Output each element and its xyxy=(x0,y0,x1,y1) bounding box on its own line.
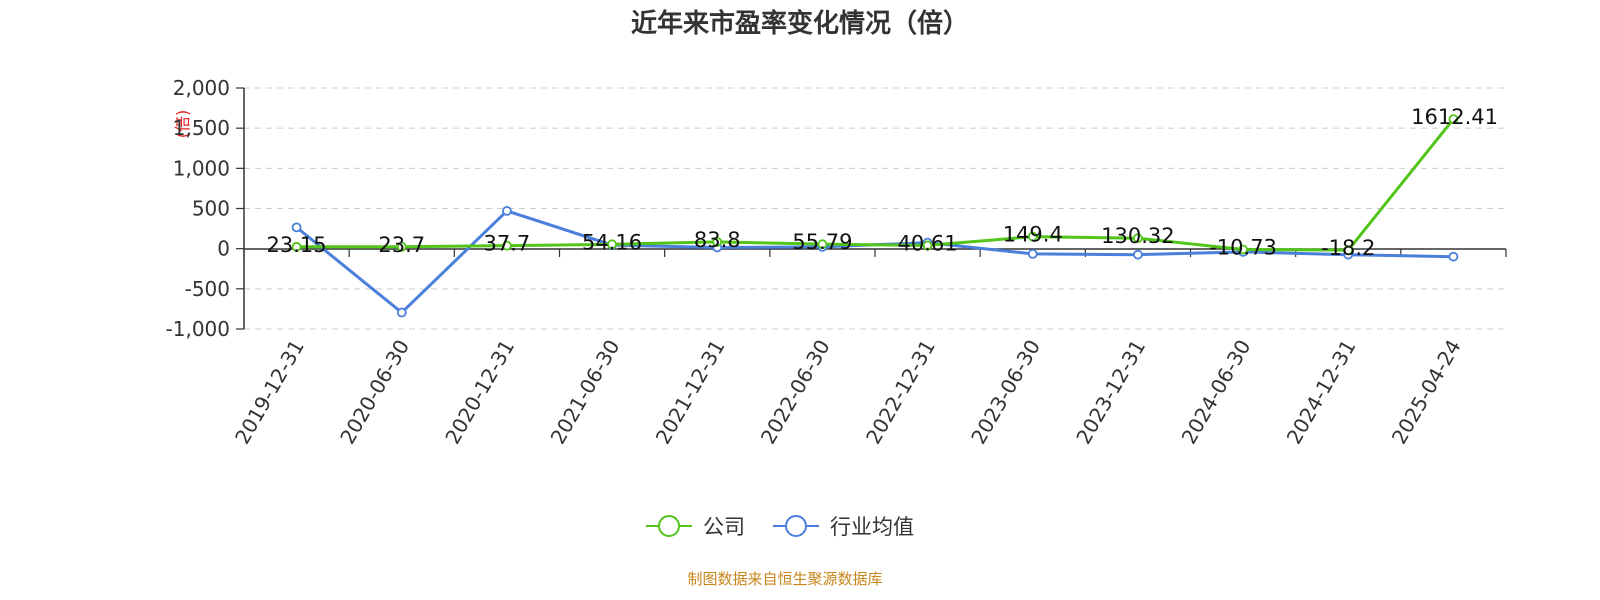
y-tick-label: 1,000 xyxy=(173,156,230,180)
data-label: -18.2 xyxy=(1321,236,1375,260)
data-label: 1612.41 xyxy=(1411,105,1498,129)
data-point xyxy=(502,206,512,216)
data-point xyxy=(1238,244,1248,255)
y-tick-label: 2,000 xyxy=(173,76,230,100)
x-tick-label: 2020-12-31 xyxy=(440,336,519,449)
y-tick-label: 1,500 xyxy=(173,116,230,140)
data-point xyxy=(1133,233,1143,244)
series-line xyxy=(296,118,1455,252)
x-tick-label: 2021-06-30 xyxy=(546,336,625,449)
data-label: 130.32 xyxy=(1101,224,1174,248)
data-labels: 23.15 23.7 37.7 54.16 83.8 55.79 40.61 149.4 130… xyxy=(267,105,1498,260)
data-point xyxy=(291,241,302,252)
y-tick-label: -1,000 xyxy=(166,317,230,341)
x-tick-label: 2022-06-30 xyxy=(756,336,835,449)
data-point xyxy=(396,307,407,318)
data-point xyxy=(1027,231,1038,242)
x-tick-label: 2020-06-30 xyxy=(335,336,414,449)
data-point xyxy=(712,237,723,247)
data-point xyxy=(291,222,302,233)
data-label: 23.7 xyxy=(378,233,425,257)
y-axis-unit: (倍) xyxy=(173,110,192,139)
x-tick-label: 2019-12-31 xyxy=(230,336,309,449)
data-label: 23.15 xyxy=(267,233,327,257)
data-point xyxy=(817,239,828,250)
x-axis-ticks: 2019-12-31 2020-06-30 2020-12-31 2021-06-30… xyxy=(230,249,1507,449)
data-label: 55.79 xyxy=(792,230,852,254)
data-label: 83.8 xyxy=(694,228,741,252)
data-label: -10.73 xyxy=(1209,236,1277,260)
data-label: 40.61 xyxy=(898,231,958,255)
data-label: 37.7 xyxy=(484,232,531,256)
data-point xyxy=(922,240,933,251)
x-tick-label: 2022-12-31 xyxy=(861,335,940,448)
grid-lines xyxy=(244,87,1506,330)
data-point xyxy=(1027,248,1038,259)
legend-marker xyxy=(658,515,680,537)
legend-label: 公司 xyxy=(703,515,745,539)
x-tick-label: 2024-06-30 xyxy=(1177,336,1256,449)
x-tick-label: 2025-04-24 xyxy=(1387,336,1466,449)
x-tick-label: 2021-12-31 xyxy=(651,336,730,449)
x-tick-label: 2023-12-31 xyxy=(1071,336,1150,449)
data-point xyxy=(1133,249,1143,260)
x-tick-label: 2024-12-31 xyxy=(1282,336,1361,449)
y-tick-label: -500 xyxy=(185,277,230,301)
data-point xyxy=(1448,251,1459,262)
data-point xyxy=(1343,245,1354,256)
data-point xyxy=(502,240,512,251)
series-lines xyxy=(291,114,1459,318)
y-tick-label: 0 xyxy=(217,237,230,261)
data-point xyxy=(1448,114,1459,125)
legend-marker xyxy=(785,515,807,537)
data-point xyxy=(396,241,407,252)
data-label: 149.4 xyxy=(1003,223,1063,247)
y-axis-ticks: 2,000 1,500 1,000 500 0 -500 -1,000 xyxy=(166,76,244,341)
data-point xyxy=(607,239,617,250)
data-label: 54.16 xyxy=(582,230,642,254)
legend[interactable]: 公司 行业均值 xyxy=(646,515,914,539)
series-line xyxy=(295,209,1454,315)
x-tick-label: 2023-06-30 xyxy=(966,336,1045,449)
legend-label: 行业均值 xyxy=(830,515,914,539)
data-source-note: 制图数据来自恒生聚源数据库 xyxy=(687,570,882,588)
y-tick-label: 500 xyxy=(192,197,230,221)
chart-title: 近年来市盈率变化情况（倍） xyxy=(631,8,969,39)
